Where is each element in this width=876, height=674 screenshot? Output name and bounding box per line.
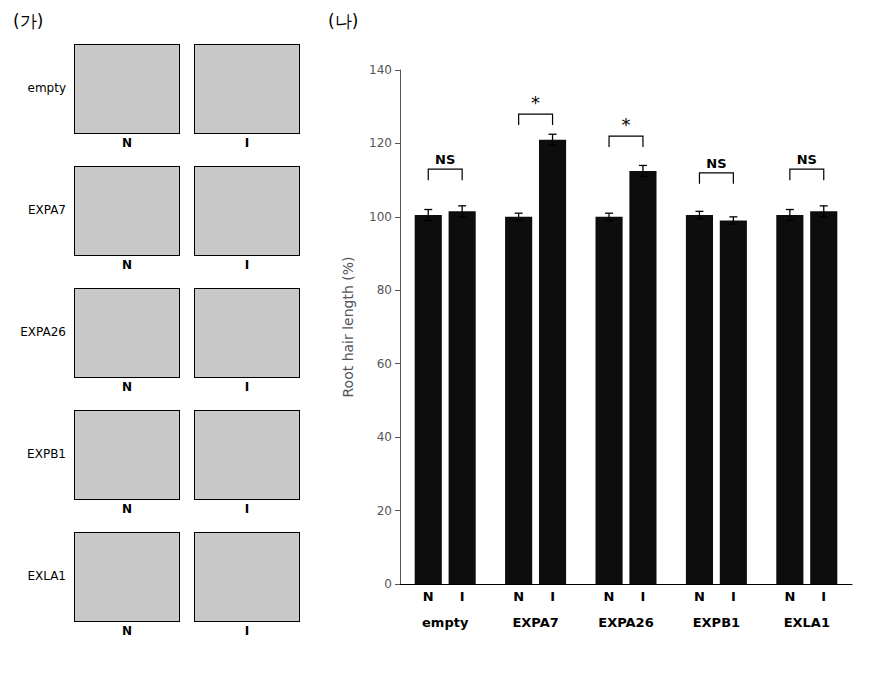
svg-text:I: I bbox=[641, 589, 646, 604]
svg-text:20: 20 bbox=[377, 504, 392, 518]
svg-text:empty: empty bbox=[422, 615, 469, 630]
svg-text:NS: NS bbox=[797, 152, 817, 167]
html-text:(나): (나) bbox=[328, 11, 359, 31]
html-text:I: I bbox=[244, 502, 250, 516]
html-text:EXPA26: EXPA26 bbox=[20, 325, 66, 339]
svg-text:100: 100 bbox=[369, 210, 392, 224]
html-text:(가): (가) bbox=[13, 11, 44, 31]
svg-text:EXLA1: EXLA1 bbox=[784, 615, 830, 630]
svg-text:N: N bbox=[784, 589, 795, 604]
html-text:I: I bbox=[244, 136, 250, 150]
svg-text:N: N bbox=[423, 589, 434, 604]
svg-text:0: 0 bbox=[384, 577, 392, 591]
html-text:EXPA7: EXPA7 bbox=[27, 203, 66, 217]
svg-text:EXPA26: EXPA26 bbox=[598, 615, 653, 630]
html-text:EXLA1: EXLA1 bbox=[27, 569, 66, 583]
svg-text:60: 60 bbox=[377, 357, 392, 371]
svg-text:80: 80 bbox=[377, 283, 392, 297]
svg-text:Root hair length (%): Root hair length (%) bbox=[340, 256, 356, 397]
svg-text:NS: NS bbox=[435, 152, 455, 167]
html-text:EXPB1: EXPB1 bbox=[27, 447, 66, 461]
html-text:I: I bbox=[244, 380, 250, 394]
svg-text:I: I bbox=[731, 589, 736, 604]
svg-text:N: N bbox=[604, 589, 615, 604]
html-text:N: N bbox=[122, 624, 132, 638]
svg-text:*: * bbox=[622, 114, 631, 135]
svg-text:I: I bbox=[550, 589, 555, 604]
html-text:empty: empty bbox=[27, 81, 66, 95]
html-text:I: I bbox=[244, 624, 250, 638]
html-text:N: N bbox=[122, 136, 132, 150]
svg-text:EXPB1: EXPB1 bbox=[693, 615, 740, 630]
svg-text:120: 120 bbox=[369, 136, 392, 150]
html-text:N: N bbox=[122, 502, 132, 516]
html-text:I: I bbox=[244, 258, 250, 272]
svg-text:I: I bbox=[821, 589, 826, 604]
svg-text:I: I bbox=[460, 589, 465, 604]
svg-text:*: * bbox=[531, 92, 540, 113]
svg-text:140: 140 bbox=[369, 63, 392, 77]
svg-text:EXPA7: EXPA7 bbox=[512, 615, 558, 630]
svg-text:N: N bbox=[513, 589, 524, 604]
svg-text:N: N bbox=[694, 589, 705, 604]
svg-text:NS: NS bbox=[706, 156, 726, 171]
html-text:N: N bbox=[122, 380, 132, 394]
svg-text:40: 40 bbox=[377, 430, 392, 444]
html-text:N: N bbox=[122, 258, 132, 272]
